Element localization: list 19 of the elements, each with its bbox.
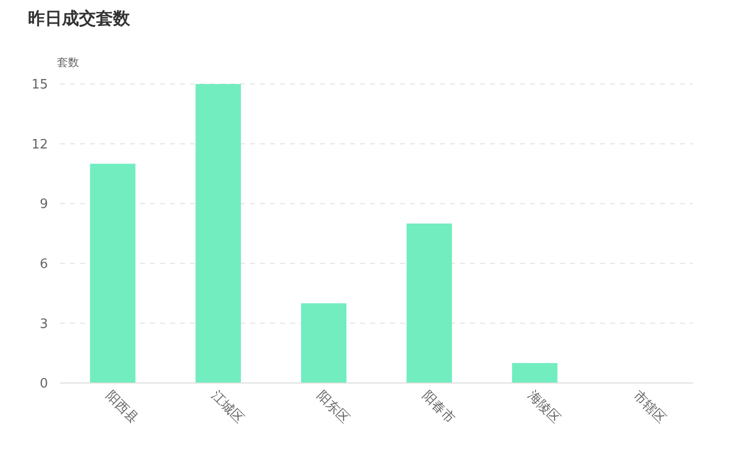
y-tick-label: 3	[40, 316, 48, 332]
x-tick-label: 市辖区	[630, 388, 668, 427]
bar	[90, 164, 136, 383]
x-tick-label: 海陵区	[524, 388, 563, 427]
y-tick-label: 9	[40, 197, 48, 212]
x-tick-label: 阳春市	[419, 388, 458, 427]
x-tick-label: 江城区	[208, 388, 246, 427]
y-tick-label: 15	[31, 78, 48, 93]
bar	[196, 84, 241, 383]
y-tick-label: 12	[31, 137, 48, 152]
bar	[406, 224, 452, 383]
chart-title: 昨日成交套数	[28, 9, 131, 29]
y-tick-label: 6	[40, 256, 48, 272]
y-tick-label: 0	[40, 376, 48, 392]
bar	[301, 303, 346, 383]
y-axis-title: 套数	[57, 56, 79, 69]
x-tick-label: 阳西县	[102, 388, 141, 427]
x-tick-label: 阳东区	[314, 388, 352, 427]
bar	[512, 363, 558, 383]
